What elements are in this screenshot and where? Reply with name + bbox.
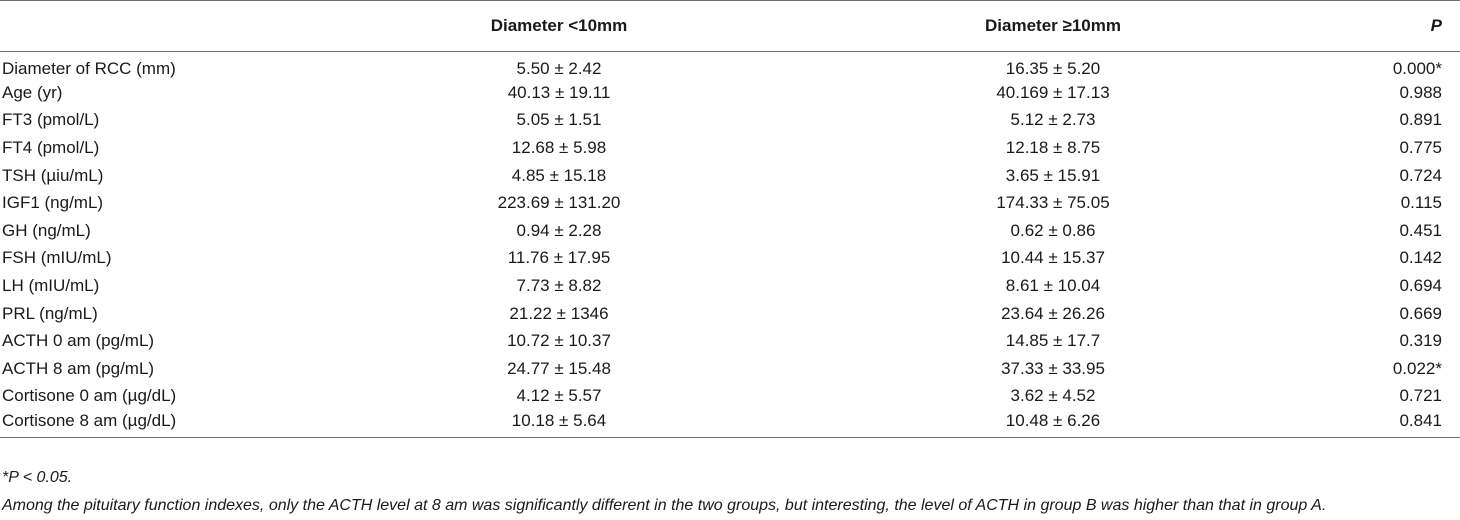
cell-p-value: 0.694 [1399,276,1442,296]
header-diameter-large: Diameter ≥10mm [806,0,1300,52]
cell-p-value: 0.115 [1400,193,1442,213]
cell-variable: LH (mIU/mL) [2,276,100,296]
table-row: FT3 (pmol/L) 5.05 ± 1.51 5.12 ± 2.73 0.891 [0,107,1460,135]
cell-diameter-large: 23.64 ± 26.26 [1001,303,1105,323]
table-header-row: Diameter <10mm Diameter ≥10mm P [0,0,1460,52]
significance-footnote: *P < 0.05. [2,469,73,486]
cell-variable: Cortisone 0 am (µg/dL) [2,386,177,406]
cell-p-value: 0.775 [1399,138,1442,158]
cell-p-value: 0.000* [1392,58,1442,78]
table-row: ACTH 8 am (pg/mL) 24.77 ± 15.48 37.33 ± 33… [0,355,1460,383]
cell-diameter-large: 5.12 ± 2.73 [1010,110,1096,130]
cell-diameter-small: 7.73 ± 8.82 [516,276,602,296]
table-row: TSH (µiu/mL) 4.85 ± 15.18 3.65 ± 15.91 0.72… [0,162,1460,190]
cell-diameter-large: 37.33 ± 33.95 [1001,358,1105,378]
table-row: PRL (ng/mL) 21.22 ± 1346 23.64 ± 26.26 0.66… [0,300,1460,328]
header-p-value: P [1300,0,1460,52]
cell-p-value: 0.841 [1300,410,1460,439]
table-row: FT4 (pmol/L) 12.68 ± 5.98 12.18 ± 8.75 0.77… [0,134,1460,162]
cell-p-value: 0.319 [1399,331,1442,351]
cell-diameter-small: 10.18 ± 5.64 [312,410,806,439]
cell-diameter-large: 10.44 ± 15.37 [1001,248,1105,268]
header-variable [0,0,312,52]
cell-diameter-small: 24.77 ± 15.48 [507,358,611,378]
cell-variable: PRL (ng/mL) [2,303,98,323]
cell-diameter-large: 12.18 ± 8.75 [1005,138,1101,158]
cell-variable: FSH (mIU/mL) [2,248,112,268]
table-row: GH (ng/mL) 0.94 ± 2.28 0.62 ± 0.86 0.451 [0,217,1460,245]
cell-variable: GH (ng/mL) [2,220,91,240]
table-note: Among the pituitary function indexes, on… [2,497,1327,514]
cell-variable: TSH (µiu/mL) [2,165,104,185]
cell-p-value: 0.669 [1399,303,1442,323]
table-row: Age (yr) 40.13 ± 19.11 40.169 ± 17.13 0.988 [0,79,1460,107]
table-row: LH (mIU/mL) 7.73 ± 8.82 8.61 ± 10.04 0.694 [0,272,1460,300]
table-body: Diameter of RCC (mm) 5.50 ± 2.42 16.35 ± 5… [0,52,1460,439]
cell-p-value: 0.721 [1399,386,1442,406]
comparison-table: Diameter <10mm Diameter ≥10mm P Diameter… [0,0,1460,439]
cell-diameter-large: 40.169 ± 17.13 [996,82,1110,102]
cell-diameter-small: 5.50 ± 2.42 [516,58,602,78]
cell-diameter-large: 8.61 ± 10.04 [1005,276,1101,296]
table-row: Cortisone 0 am (µg/dL) 4.12 ± 5.57 3.62 ± … [0,383,1460,411]
table-footnotes: *P < 0.05. Among the pituitary function … [2,464,1326,520]
cell-diameter-small: 223.69 ± 131.20 [497,193,621,213]
cell-p-value: 0.451 [1399,220,1442,240]
cell-diameter-small: 4.12 ± 5.57 [516,386,602,406]
cell-p-value: 0.142 [1399,248,1442,268]
cell-p-value: 0.022* [1392,358,1442,378]
table-row: ACTH 0 am (pg/mL) 10.72 ± 10.37 14.85 ± 17… [0,327,1460,355]
cell-diameter-small: 4.85 ± 15.18 [511,165,607,185]
cell-diameter-small: 5.05 ± 1.51 [516,110,602,130]
table-row: IGF1 (ng/mL) 223.69 ± 131.20 174.33 ± 75.0… [0,189,1460,217]
cell-diameter-large: 174.33 ± 75.05 [996,193,1110,213]
cell-variable: IGF1 (ng/mL) [2,193,104,213]
cell-variable: FT4 (pmol/L) [2,138,100,158]
cell-variable: FT3 (pmol/L) [2,110,100,130]
table-row: Diameter of RCC (mm) 5.50 ± 2.42 16.35 ± 5… [0,52,1460,80]
cell-variable: Cortisone 8 am (µg/dL) [0,410,312,439]
cell-diameter-small: 11.76 ± 17.95 [507,248,611,268]
cell-diameter-small: 40.13 ± 19.11 [507,82,611,102]
cell-variable: Diameter of RCC (mm) [2,58,176,78]
cell-diameter-small: 12.68 ± 5.98 [511,138,607,158]
cell-variable: Age (yr) [2,82,63,102]
cell-diameter-large: 3.65 ± 15.91 [1005,165,1101,185]
cell-variable: ACTH 8 am (pg/mL) [2,358,155,378]
table-row: FSH (mIU/mL) 11.76 ± 17.95 10.44 ± 15.37 0.… [0,245,1460,273]
data-table-container: Diameter <10mm Diameter ≥10mm P Diameter… [0,0,1460,439]
cell-p-value: 0.988 [1399,82,1442,102]
cell-diameter-large: 0.62 ± 0.86 [1010,220,1096,240]
cell-p-value: 0.724 [1399,165,1442,185]
cell-diameter-small: 10.72 ± 10.37 [507,331,611,351]
cell-diameter-large: 10.48 ± 6.26 [806,410,1300,439]
cell-diameter-small: 0.94 ± 2.28 [516,220,602,240]
cell-diameter-large: 3.62 ± 4.52 [1010,386,1096,406]
cell-diameter-small: 21.22 ± 1346 [509,303,609,323]
cell-p-value: 0.891 [1399,110,1442,130]
cell-diameter-large: 14.85 ± 17.7 [1005,331,1101,351]
cell-diameter-large: 16.35 ± 5.20 [1005,58,1101,78]
cell-variable: ACTH 0 am (pg/mL) [2,331,155,351]
header-diameter-small: Diameter <10mm [312,0,806,52]
table-row: Cortisone 8 am (µg/dL) 10.18 ± 5.64 10.48 … [0,410,1460,439]
